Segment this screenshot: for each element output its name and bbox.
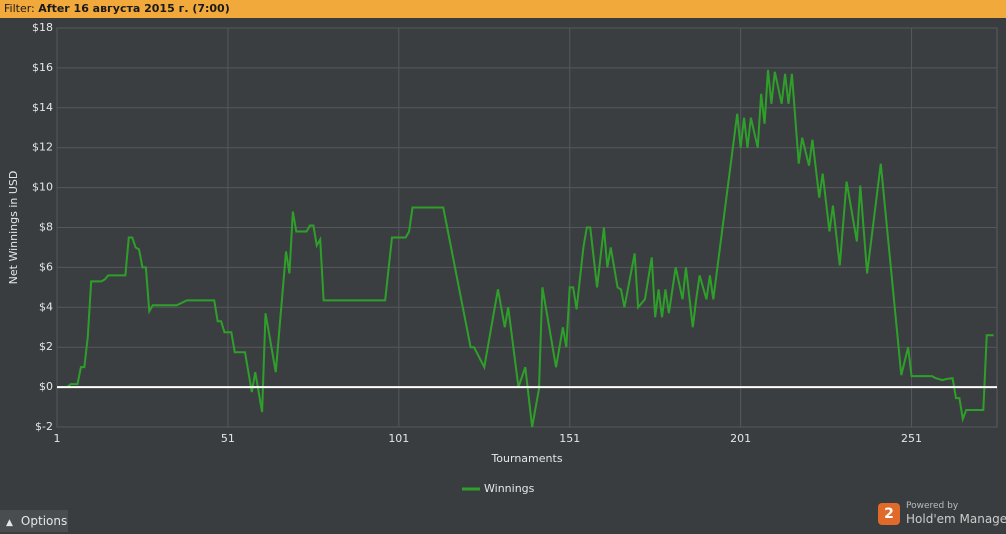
x-tick-label: 101 bbox=[388, 432, 409, 445]
y-tick-label: $14 bbox=[32, 101, 53, 114]
filter-value: After 16 августа 2015 г. (7:00) bbox=[38, 2, 230, 15]
y-tick-label: $6 bbox=[39, 260, 53, 273]
y-tick-label: $2 bbox=[39, 340, 53, 353]
line-series bbox=[57, 69, 994, 428]
options-button[interactable]: ▲ Options bbox=[0, 510, 68, 532]
chart: 1 51 101 151 201 251$-2$0$2$4$6$8$10$12$14$16… bbox=[7, 21, 998, 495]
y-axis-label: Net Winnings in USD bbox=[7, 171, 20, 285]
x-tick-label: 151 bbox=[559, 432, 580, 445]
powered-by: Powered by bbox=[906, 501, 959, 511]
options-label: Options bbox=[20, 514, 68, 528]
y-tick-label: $18 bbox=[32, 21, 53, 34]
y-tick-label: $-2 bbox=[35, 420, 53, 433]
y-tick-label: $0 bbox=[39, 380, 53, 393]
legend-label: Winnings bbox=[484, 482, 535, 495]
y-tick-label: $8 bbox=[39, 221, 53, 234]
caret-icon: ▲ bbox=[6, 518, 13, 528]
y-tick-label: $10 bbox=[32, 181, 53, 194]
filter-bar: Filter: After 16 августа 2015 г. (7:00) bbox=[0, 0, 1006, 18]
brand-logo: 2 Powered by Hold'em Manager bbox=[878, 501, 1006, 529]
x-tick-label: 201 bbox=[730, 432, 751, 445]
x-tick-label: 1 bbox=[54, 432, 61, 445]
y-tick-label: $12 bbox=[32, 141, 53, 154]
brand-badge: 2 bbox=[878, 503, 900, 525]
brand-name: Hold'em Manager bbox=[906, 512, 1006, 526]
y-tick-label: $16 bbox=[32, 61, 53, 74]
y-tick-label: $4 bbox=[39, 300, 53, 313]
x-tick-label: 51 bbox=[221, 432, 235, 445]
filter-label: Filter: bbox=[4, 2, 35, 15]
x-axis-label: Tournaments bbox=[490, 452, 562, 465]
x-tick-label: 251 bbox=[901, 432, 922, 445]
